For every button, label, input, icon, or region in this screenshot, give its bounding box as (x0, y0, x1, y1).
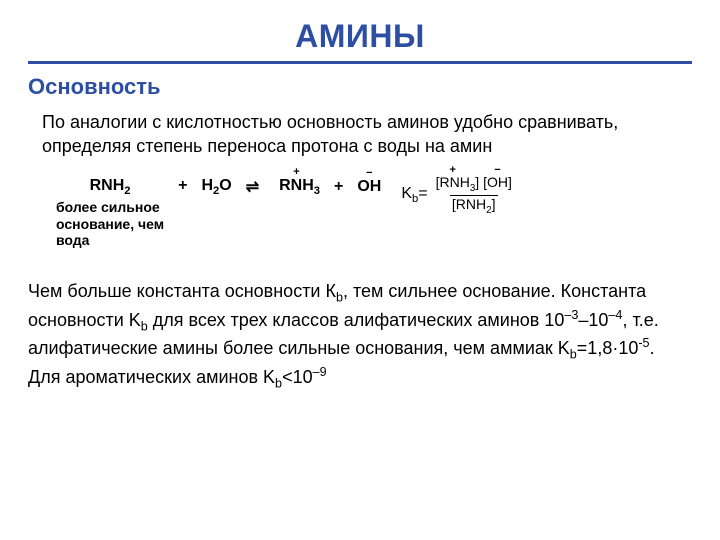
num-rnh3: [RNH (436, 174, 470, 190)
plus-sign-1: + (178, 177, 187, 195)
num-oh-minus-icon: [OH] (483, 175, 512, 190)
equilibrium-arrow: ⇌ (246, 177, 259, 197)
reactant-2-o: O (219, 177, 231, 194)
title-underline (28, 61, 692, 64)
p2-t3-sup: –3 (564, 308, 578, 322)
reactant-1-base: RNH (90, 177, 125, 194)
reactant-2-h: H (201, 177, 213, 194)
product-2-base: OH (357, 178, 381, 195)
num-oh: [OH] (483, 174, 512, 190)
reactant-2: H2O (201, 177, 231, 197)
note-line-3: вода (56, 232, 164, 249)
section-subtitle: Основность (28, 74, 692, 100)
p2-t5-sub: b (570, 348, 577, 362)
product-2-charge-minus-icon: OH (357, 178, 381, 196)
num-rnh3-plus-icon: [RNH (436, 175, 470, 190)
reactant-1-sub: 2 (124, 185, 130, 197)
p2-t1-sub: b (336, 291, 343, 305)
p2-t6-sup: -5 (638, 336, 649, 350)
reactant-1-col: RNH2 более сильное основание, чем вода (56, 177, 164, 250)
reactant-1: RNH2 (90, 177, 131, 197)
equation-reactants: RNH2 более сильное основание, чем вода +… (56, 177, 259, 250)
product-1-charge-plus-icon: RNH (279, 177, 314, 195)
slide: АМИНЫ Основность По аналогии с кислотнос… (0, 0, 720, 540)
p2-t8: <10 (282, 367, 313, 387)
p2-t3: для всех трех классов алифатических амин… (148, 310, 565, 330)
den-rnh2: [RNH (452, 196, 486, 212)
den-rnh2-close: ] (492, 196, 496, 212)
p2-t2-sub: b (141, 319, 148, 333)
p2-t8-sup: –9 (313, 365, 327, 379)
conclusion-paragraph: Чем больше константа основности Кb, тем … (28, 279, 682, 392)
kb-fraction: [RNH3] [OH] [RNH2] (434, 175, 514, 216)
kb-label: Kb= (401, 185, 427, 205)
num-rnh3-close: ] (475, 174, 479, 190)
kb-denominator: [RNH2] (450, 195, 498, 216)
note-line-1: более сильное (56, 199, 164, 216)
kb-equals: = (418, 185, 427, 202)
p2-t7-sub: b (275, 377, 282, 391)
plus-sign-2: + (334, 178, 343, 196)
equation-products: RNH3 + OH (279, 177, 381, 197)
p2-t4: –10 (578, 310, 608, 330)
kb-expression: Kb= [RNH3] [OH] [RNH2] (401, 175, 514, 216)
kb-numerator: [RNH3] [OH] (434, 175, 514, 195)
p2-t1: Чем больше константа основности К (28, 281, 336, 301)
page-title: АМИНЫ (28, 18, 692, 55)
p2-t4-sup: –4 (608, 308, 622, 322)
intro-paragraph: По аналогии с кислотностью основность ам… (42, 110, 672, 159)
equation-row: RNH2 более сильное основание, чем вода +… (56, 177, 692, 250)
product-1-base: RNH (279, 177, 314, 194)
p2-t6: =1,8·10 (577, 338, 639, 358)
product-1-sub: 3 (314, 185, 320, 197)
product-2: OH (357, 178, 381, 196)
reactant-1-note: более сильное основание, чем вода (56, 199, 164, 249)
kb-k: K (401, 185, 412, 202)
product-1: RNH3 (279, 177, 320, 197)
note-line-2: основание, чем (56, 216, 164, 233)
